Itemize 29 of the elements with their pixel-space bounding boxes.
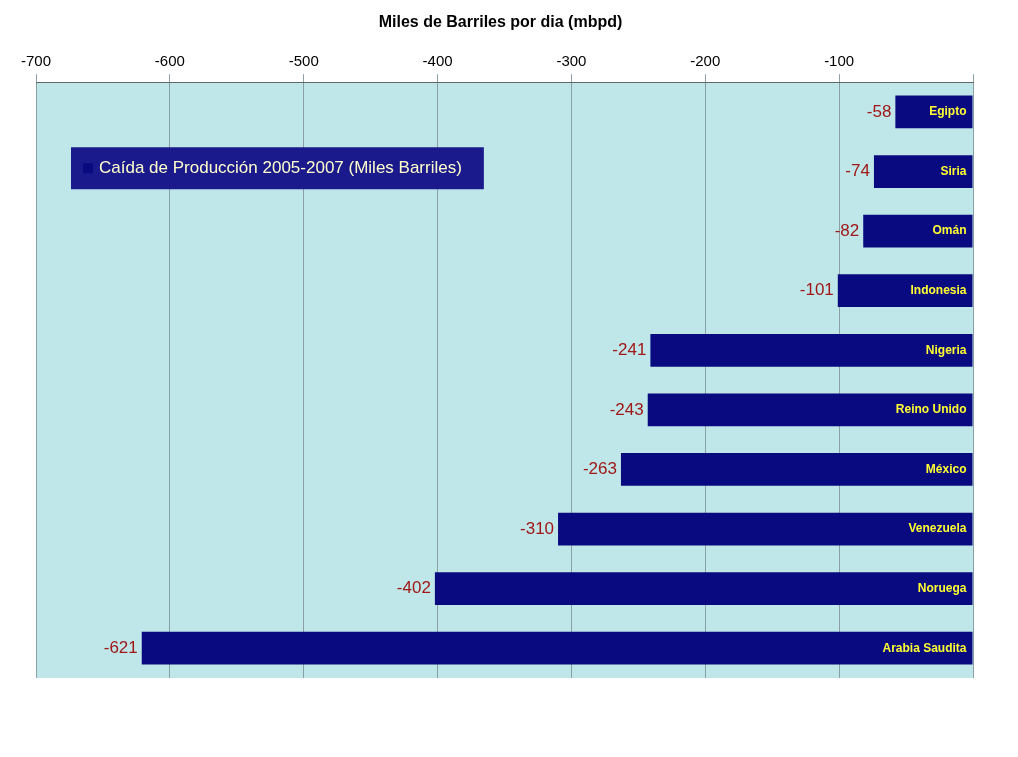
legend-label: Caída de Producción 2005-2007 (Miles Barriles) <box>99 157 462 177</box>
x-tick-label: -200 <box>690 52 721 70</box>
data-label: -243 <box>609 399 644 419</box>
data-label: -82 <box>834 220 860 240</box>
y-tick-label: Siria <box>940 163 967 178</box>
y-tick-label: Indonesia <box>910 283 967 298</box>
x-tick-label: -500 <box>288 52 319 70</box>
y-tick-label: Venezuela <box>908 521 967 536</box>
data-label: -241 <box>612 340 647 359</box>
data-label: -621 <box>103 637 138 657</box>
y-tick-label: Egipto <box>929 104 967 119</box>
x-tick-label: -400 <box>422 52 453 70</box>
x-tick-label: -300 <box>556 52 587 70</box>
y-tick-label: Arabia Saudita <box>882 640 967 655</box>
y-tick-label: Reino Unido <box>895 402 967 417</box>
data-label: -310 <box>520 518 555 538</box>
data-label: -402 <box>396 578 431 598</box>
x-tick-label: -100 <box>824 52 855 70</box>
x-tick-label: -600 <box>154 52 185 70</box>
y-tick-label: Nigeria <box>925 342 967 357</box>
y-tick-label: México <box>925 461 967 476</box>
y-tick-label: Omán <box>932 223 967 238</box>
y-tick-label: Noruega <box>917 580 967 595</box>
data-label: -263 <box>582 459 617 479</box>
data-label: -101 <box>799 280 834 300</box>
chart-title: Miles de Barriles por dia (mbpd) <box>378 13 623 31</box>
data-label: -74 <box>845 161 870 181</box>
data-label: -58 <box>866 101 892 121</box>
x-tick-label: -700 <box>20 52 52 70</box>
